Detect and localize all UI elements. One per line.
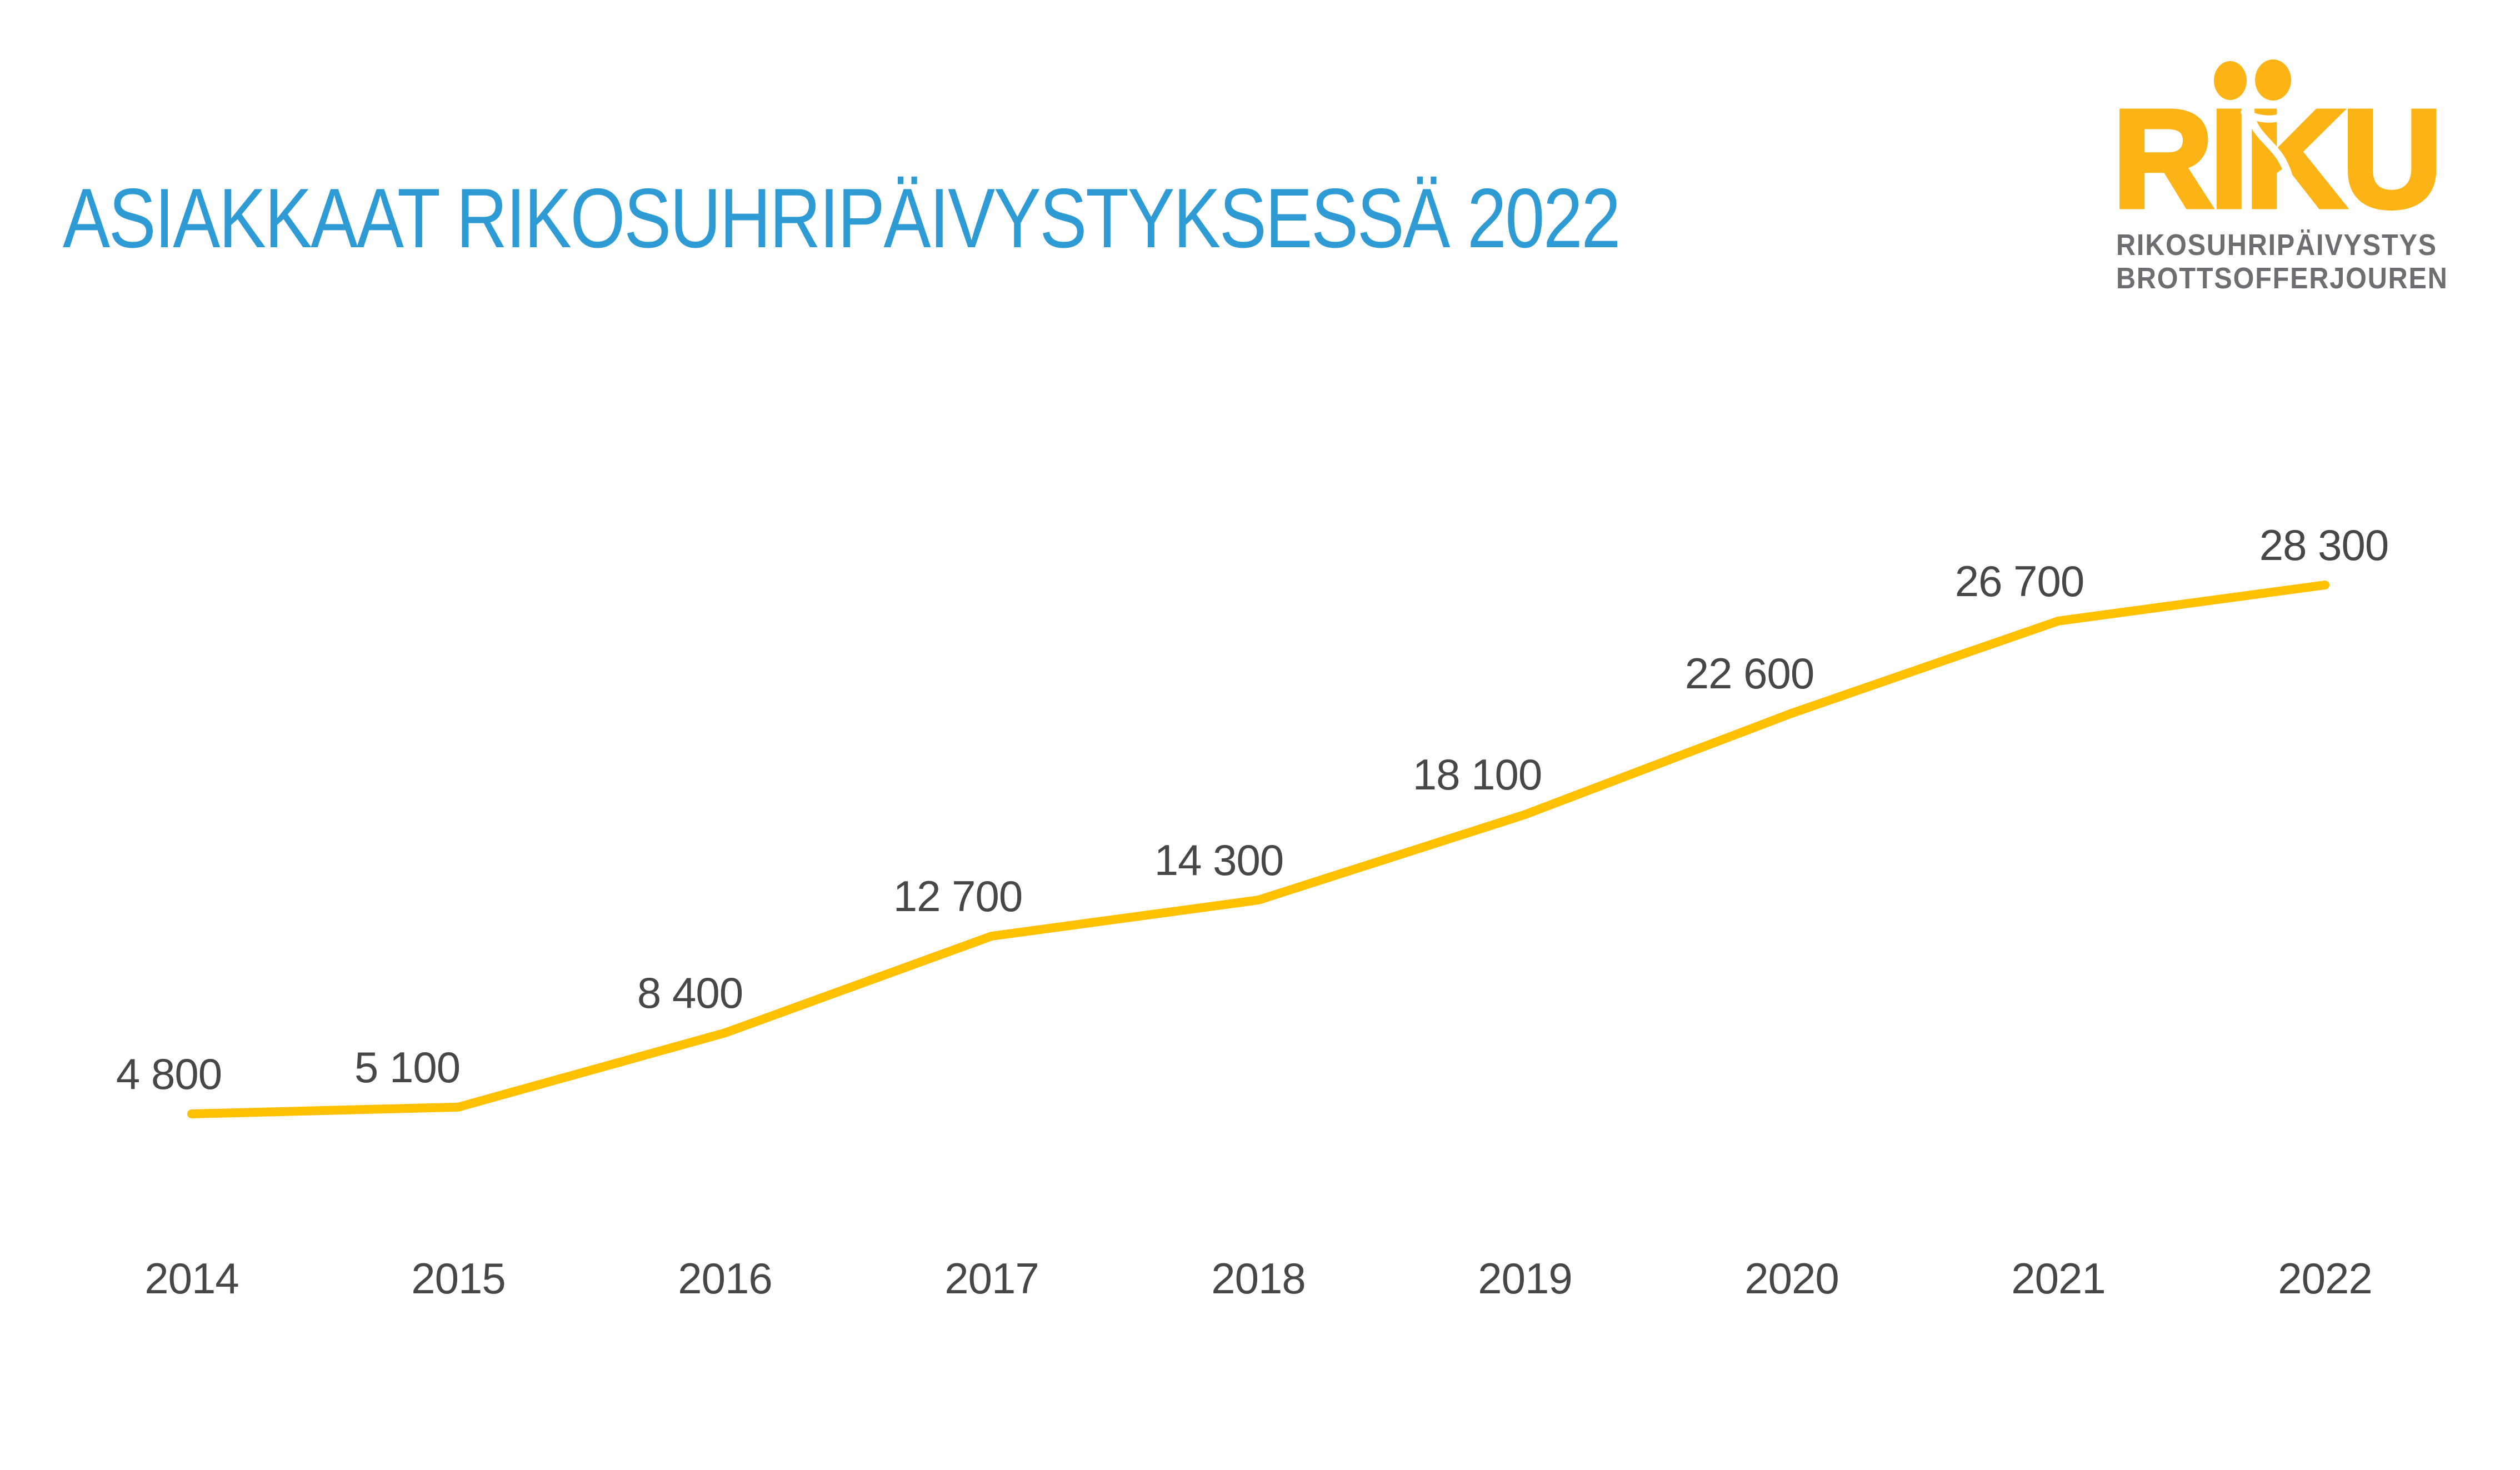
data-label: 12 700	[893, 872, 1023, 921]
data-label: 8 400	[637, 968, 743, 1017]
logo-caption-swedish: BROTTSOFFERJOUREN	[2116, 262, 2448, 295]
data-label: 22 600	[1685, 649, 1814, 698]
data-label: 28 300	[2259, 521, 2389, 569]
x-tick-label: 2020	[1744, 1254, 1839, 1303]
data-label: 4 800	[116, 1049, 222, 1098]
logo-caption-finnish: RIKOSUHRIPÄIVYSTYS	[2116, 228, 2437, 262]
x-tick-label: 2014	[144, 1254, 239, 1303]
page-title: ASIAKKAAT RIKOSUHRIPÄIVYSTYKSESSÄ 2022	[63, 171, 1621, 266]
x-tick-label: 2022	[2278, 1254, 2372, 1303]
data-label: 14 300	[1154, 836, 1284, 884]
x-tick-label: 2021	[2011, 1254, 2106, 1303]
x-tick-label: 2015	[411, 1254, 506, 1303]
trend-line	[187, 581, 2329, 1118]
data-label: 5 100	[354, 1043, 460, 1092]
x-tick-label: 2018	[1211, 1254, 1306, 1303]
x-tick-label: 2019	[1478, 1254, 1572, 1303]
x-tick-label: 2016	[678, 1254, 772, 1303]
x-tick-label: 2017	[944, 1254, 1039, 1303]
logo-person-head-icon	[2255, 59, 2291, 101]
data-label: 18 100	[1413, 750, 1542, 799]
data-label: 26 700	[1955, 557, 2084, 606]
logo-person-head-icon	[2214, 61, 2247, 100]
